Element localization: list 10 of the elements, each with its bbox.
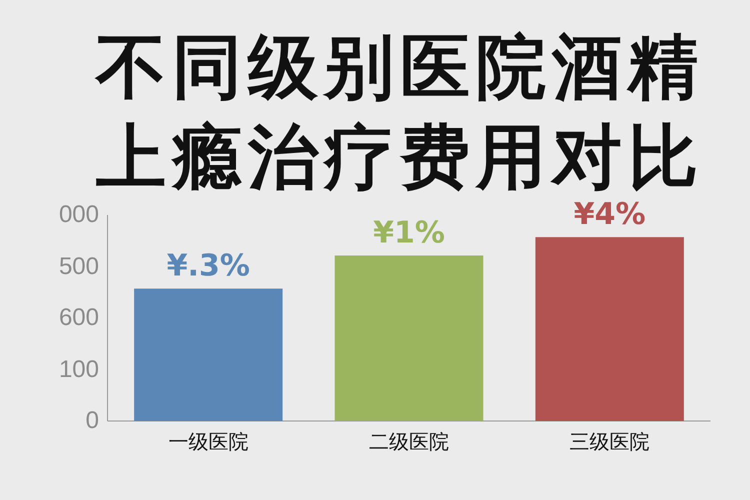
annotation: ¥1% xyxy=(373,215,445,250)
x-tick-label: 一级医院 xyxy=(168,432,248,454)
x-tick-label: 三级医院 xyxy=(570,432,650,454)
text: 100 xyxy=(58,356,99,382)
text: 0 xyxy=(86,407,99,434)
x-tick-label: 二级医院 xyxy=(369,432,449,454)
text: 500 xyxy=(58,252,99,280)
annotation: ¥.3% xyxy=(166,248,250,284)
text: 600 xyxy=(58,304,99,331)
text: 000 xyxy=(58,201,99,228)
